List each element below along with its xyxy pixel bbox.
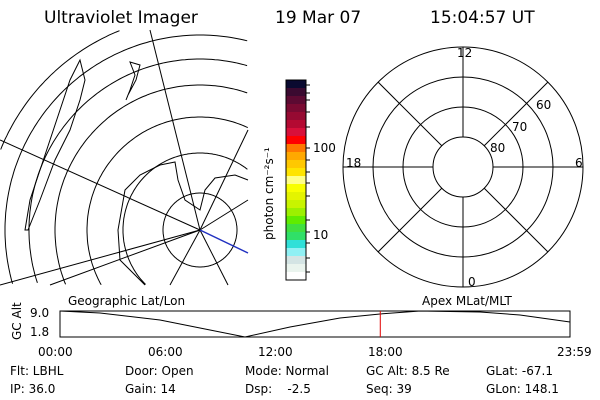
colorbar-segment — [286, 256, 306, 265]
colorbar-segment — [286, 224, 306, 233]
colorbar-segment — [286, 200, 306, 209]
colorbar-segment — [286, 248, 306, 257]
longitude-line — [0, 139, 201, 231]
dsp-status: Dsp: -2.5 — [245, 382, 311, 396]
colorbar-segment — [286, 152, 306, 161]
ip-status: IP: 36.0 — [10, 382, 56, 396]
gc-alt-axis-label: GC Alt — [10, 302, 24, 340]
y-tick-max: 9.0 — [30, 306, 50, 320]
lat-60: 60 — [536, 98, 552, 112]
coastline-antarctica — [117, 161, 249, 286]
altitude-timeline — [59, 310, 571, 338]
mode-status: Mode: Normal — [245, 364, 329, 378]
lat-70: 70 — [512, 120, 528, 134]
mlt-18: 18 — [346, 156, 362, 170]
colorbar-segment — [286, 104, 306, 113]
colorbar-segment — [286, 216, 306, 225]
colorbar-segment — [286, 112, 306, 121]
x-tick-0: 00:00 — [38, 345, 73, 359]
colorbar-segment — [286, 88, 306, 97]
colorbar-tick-10: 10 — [313, 228, 329, 242]
colorbar-segment — [286, 232, 306, 241]
satellite-direction-line — [199, 229, 249, 254]
colorbar-segment — [286, 272, 306, 281]
coastline-new-zealand — [125, 61, 141, 101]
gain-status: Gain: 14 — [125, 382, 176, 396]
colorbar-segment — [286, 208, 306, 217]
seq-status: Seq: 39 — [366, 382, 412, 396]
colorbar-label: photon cm⁻²s⁻¹ — [262, 147, 276, 240]
geographic-label: Geographic Lat/Lon — [68, 294, 186, 308]
x-tick-4: 23:59 — [557, 345, 592, 359]
timeline-frame — [59, 310, 571, 338]
time-label: 15:04:57 UT — [430, 8, 535, 28]
colorbar-segment — [286, 240, 306, 249]
longitude-line — [199, 199, 249, 231]
colorbar-segment — [286, 264, 306, 273]
colorbar-segment — [286, 136, 306, 145]
longitude-line — [49, 229, 201, 286]
instrument-title: Ultraviolet Imager — [44, 8, 198, 28]
mlt-spoke — [377, 81, 443, 147]
colorbar-frame — [285, 79, 307, 281]
glat-status: GLat: -67.1 — [486, 364, 553, 378]
colorbar-segment — [286, 120, 306, 129]
latitude-circle — [4, 34, 248, 284]
mlt-spoke — [377, 187, 443, 253]
colorbar-segment — [286, 192, 306, 201]
colorbar-segment — [286, 160, 306, 169]
magnetic-polar-grid — [342, 46, 584, 288]
latitude-ring — [432, 136, 494, 198]
glon-status: GLon: 148.1 — [486, 382, 559, 396]
latitude-circle — [162, 192, 238, 268]
gc-alt-status: GC Alt: 8.5 Re — [366, 364, 450, 378]
date-label: 19 Mar 07 — [275, 8, 362, 28]
y-tick-min: 1.8 — [30, 325, 50, 339]
colorbar-segment — [286, 128, 306, 137]
colorbar-tick-100: 100 — [313, 141, 336, 155]
filter-status: Flt: LBHL — [10, 364, 64, 378]
colorbar-segment — [286, 80, 306, 89]
longitude-line — [169, 229, 201, 286]
colorbar-segment — [286, 144, 306, 153]
lat-80: 80 — [490, 141, 506, 155]
apex-label: Apex MLat/MLT — [422, 294, 512, 308]
latitude-circle — [122, 152, 248, 285]
latitude-circle — [28, 58, 248, 283]
colorbar — [285, 79, 310, 281]
mlt-12: 12 — [457, 46, 473, 60]
longitude-line — [0, 229, 201, 286]
mlt-spoke — [483, 81, 549, 147]
longitude-line — [199, 129, 249, 231]
door-status: Door: Open — [125, 364, 194, 378]
altitude-curve — [59, 310, 571, 338]
x-tick-3: 18:00 — [368, 345, 403, 359]
colorbar-segment — [286, 176, 306, 185]
latitude-circle — [86, 116, 249, 286]
mlt-0: 0 — [468, 275, 476, 289]
mlt-spoke — [483, 187, 549, 253]
x-tick-2: 12:00 — [258, 345, 293, 359]
mlt-6: 6 — [575, 156, 583, 170]
colorbar-segment — [286, 184, 306, 193]
colorbar-segment — [286, 168, 306, 177]
coastline-australia — [24, 58, 86, 231]
longitude-line — [199, 229, 229, 286]
geographic-map — [0, 29, 249, 286]
latitude-circle — [54, 84, 248, 285]
x-tick-1: 06:00 — [148, 345, 183, 359]
colorbar-segment — [286, 96, 306, 105]
longitude-line — [149, 29, 201, 231]
latitude-circle — [0, 30, 120, 150]
